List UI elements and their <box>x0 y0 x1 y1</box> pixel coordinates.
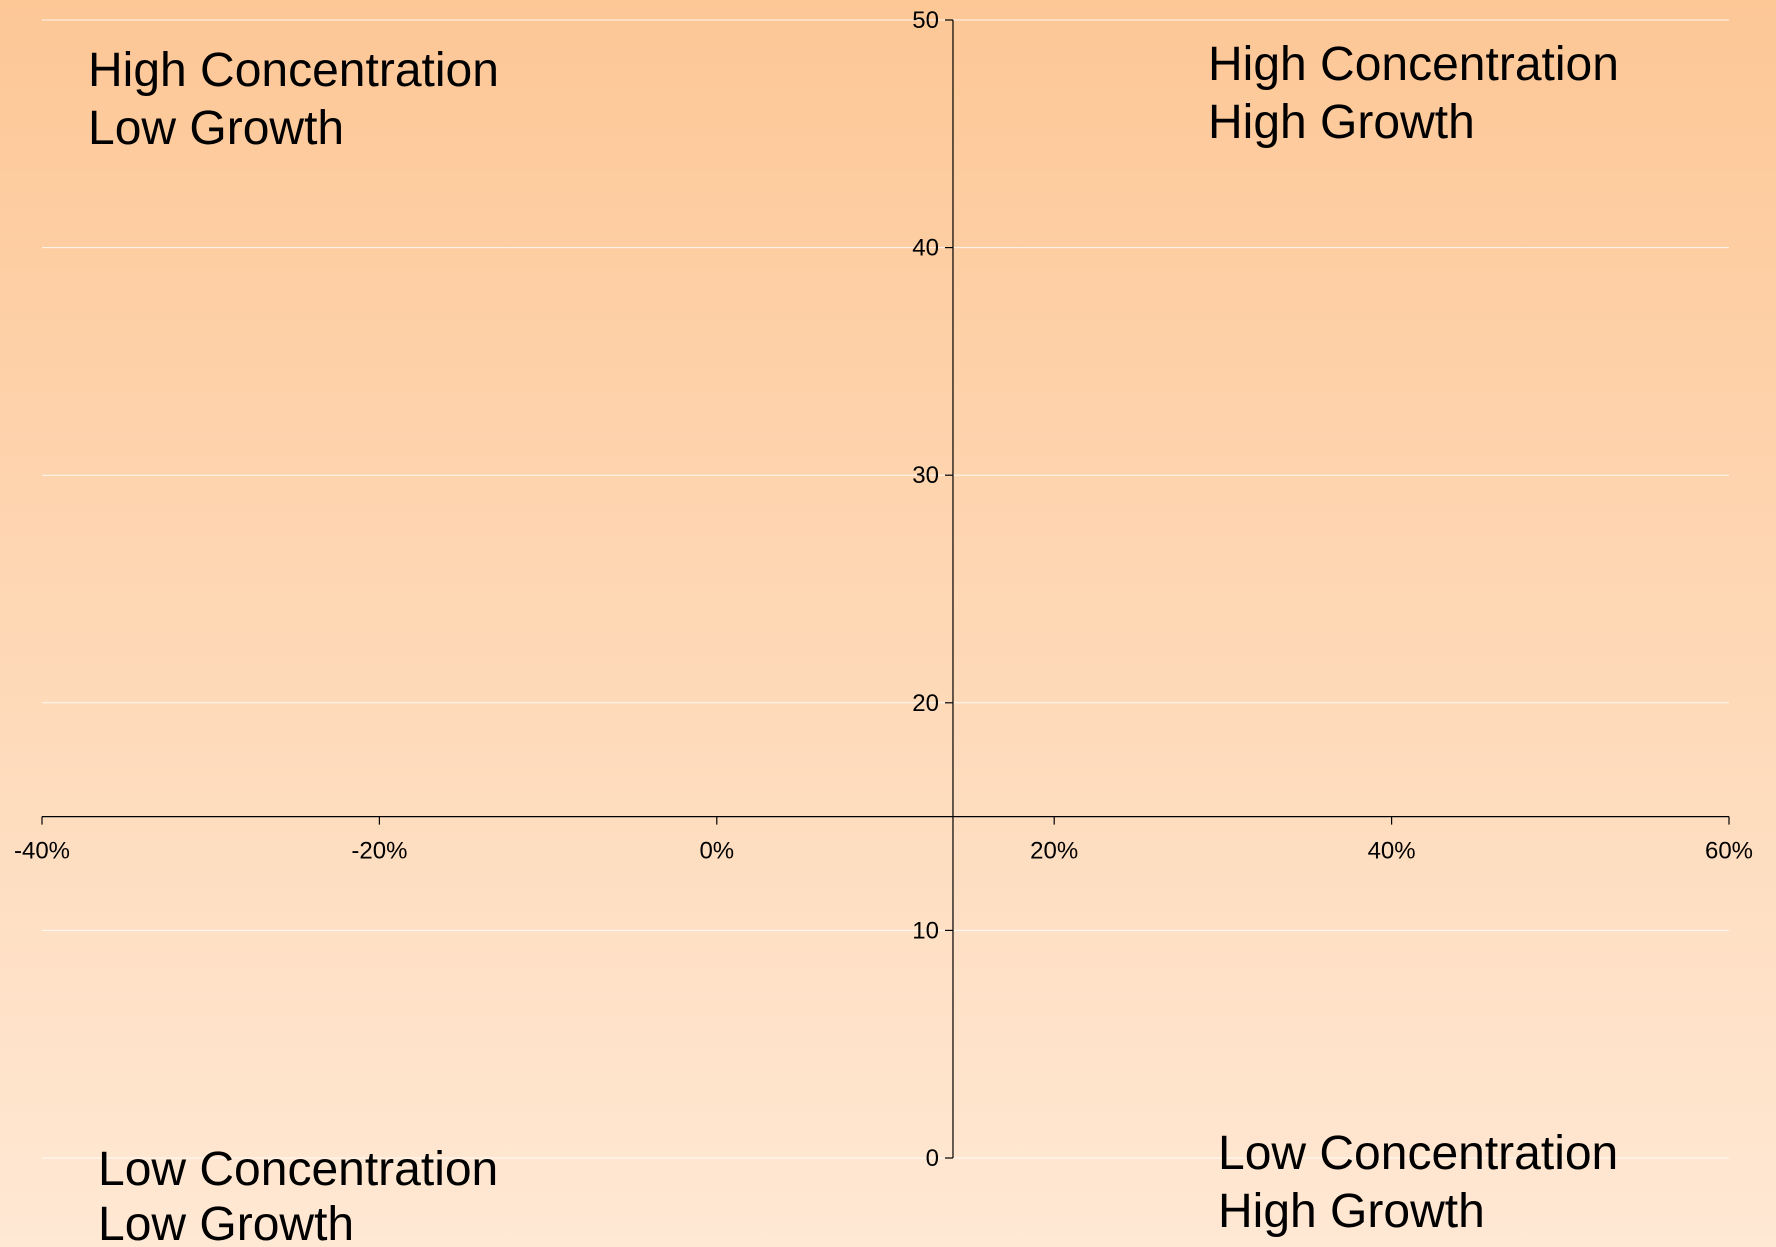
gridlines <box>42 19 1729 1159</box>
y-tick-label-2: 20 <box>912 690 939 717</box>
quadrant-label-bottom-right-line1: Low Concentration <box>1218 1127 1618 1180</box>
quadrant-label-bottom-left: Low Concentration Low Growth <box>98 1143 498 1247</box>
axes <box>41 19 1730 1159</box>
quadrant-label-bottom-right-line2: High Growth <box>1218 1185 1485 1238</box>
quadrant-label-top-left-line2: Low Growth <box>88 102 344 155</box>
quadrant-label-top-right-line1: High Concentration <box>1208 38 1619 91</box>
y-tick-label-3: 30 <box>912 462 939 489</box>
tick-labels: -40% -20% 0% 20% 40% 60% 0 10 20 30 40 50 <box>14 7 1753 1172</box>
quadrant-label-bottom-right: Low Concentration High Growth <box>1218 1127 1618 1238</box>
y-tick-label-4: 40 <box>912 235 939 262</box>
y-tick-label-5: 50 <box>912 7 939 34</box>
quadrant-label-top-right: High Concentration High Growth <box>1208 38 1619 149</box>
x-tick-label-1: -20% <box>351 838 407 865</box>
x-tick-label-0: -40% <box>14 838 70 865</box>
x-tick-label-2: 0% <box>699 838 734 865</box>
quadrant-label-bottom-left-line2: Low Growth <box>98 1198 354 1247</box>
quadrant-label-top-right-line2: High Growth <box>1208 96 1475 149</box>
x-tick-label-4: 40% <box>1368 838 1416 865</box>
y-tick-label-1: 10 <box>912 917 939 944</box>
x-tick-label-3: 20% <box>1030 838 1078 865</box>
quadrant-label-top-left: High Concentration Low Growth <box>88 44 499 155</box>
quadrant-label-top-left-line1: High Concentration <box>88 44 499 97</box>
x-tick-label-5: 60% <box>1705 838 1753 865</box>
y-tick-label-0: 0 <box>926 1145 939 1172</box>
quadrant-label-bottom-left-line1: Low Concentration <box>98 1143 498 1196</box>
